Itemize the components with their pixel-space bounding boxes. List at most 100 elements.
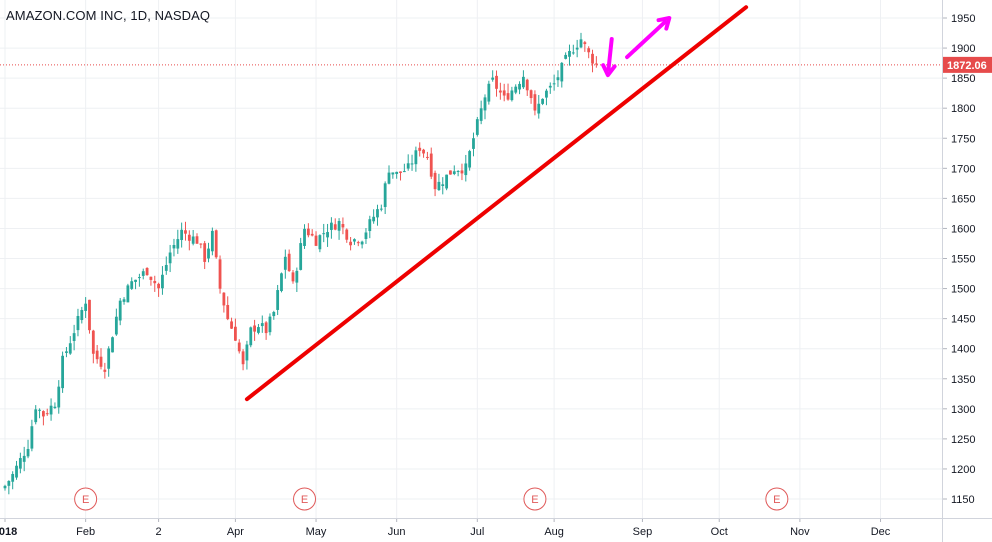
chart-title: AMAZON.COM INC, 1D, NASDAQ: [6, 8, 211, 23]
candle-body: [356, 242, 360, 244]
candle-body: [118, 300, 122, 321]
time-axis[interactable]: 2018 Feb 2 Apr May Jun Jul Aug Sep Oct Nov Dec: [0, 518, 992, 538]
candle-body: [180, 229, 184, 241]
candle-body: [22, 455, 26, 462]
earnings-marker-label: E: [82, 494, 89, 506]
candle-body: [272, 312, 276, 317]
candle-body: [287, 253, 291, 272]
candle-body: [114, 316, 118, 335]
price-axis[interactable]: 1150 1200 1250 1300 1350 1400 1450 1500 1550 1600…: [942, 0, 992, 542]
candle-body: [306, 228, 310, 236]
earnings-marker-circle[interactable]: [293, 487, 317, 511]
down-arrow-icon-head[interactable]: [601, 63, 617, 78]
candle-body: [341, 224, 345, 228]
candle-body: [226, 304, 230, 320]
earnings-marker-circle[interactable]: [74, 487, 98, 511]
candle-body: [38, 409, 41, 411]
candle-body: [145, 267, 149, 276]
candle-body: [234, 326, 237, 341]
candle-body: [164, 264, 168, 271]
candle-body: [449, 170, 452, 175]
candle-body: [564, 54, 568, 59]
price-tick-label: 1150: [951, 494, 975, 506]
price-tick-label: 1200: [951, 464, 975, 476]
candle-body: [80, 310, 84, 321]
candle-body: [34, 409, 38, 423]
drawings-layer[interactable]: [244, 5, 749, 402]
candle-body: [161, 274, 164, 289]
price-tick-label: 1500: [951, 284, 975, 296]
candle-body: [333, 224, 337, 230]
up-right-arrow-icon-head[interactable]: [656, 16, 672, 31]
time-tick-label: Oct: [711, 526, 728, 538]
price-tick-label: 1550: [951, 254, 975, 266]
candle-body: [214, 230, 218, 258]
candle-body: [65, 351, 68, 353]
candle-body: [134, 279, 137, 282]
up-right-arrow-icon-shaft[interactable]: [625, 20, 667, 60]
candle-body: [7, 480, 11, 486]
price-tick-label: 1900: [951, 43, 975, 55]
candle-body: [203, 243, 207, 262]
price-tick-label: 1950: [951, 13, 975, 25]
candle-body: [575, 47, 579, 50]
candle-body: [18, 458, 22, 469]
candle-body: [187, 234, 191, 241]
candle-body: [268, 316, 272, 333]
candle-body: [210, 230, 214, 252]
candle-body: [195, 236, 199, 244]
price-tick-label: 1700: [951, 163, 975, 175]
candle-body: [260, 323, 264, 327]
candle-body: [518, 83, 521, 90]
earnings-marker-label: E: [773, 494, 780, 506]
candle-body: [441, 184, 445, 187]
candle-body: [395, 171, 399, 174]
candle-body: [548, 85, 552, 88]
candle-body: [330, 222, 333, 230]
candle-body: [322, 233, 326, 235]
candle-body: [318, 235, 322, 250]
candle-body: [498, 90, 502, 93]
price-tick-label: 1450: [951, 314, 975, 326]
candle-body: [552, 83, 556, 85]
candle-body: [360, 241, 364, 245]
candle-body: [495, 75, 498, 89]
candle-body: [387, 172, 391, 184]
candle-body: [303, 228, 306, 246]
candle-body: [84, 303, 88, 311]
current-price-label: 1872.06: [947, 60, 987, 72]
candle-body: [218, 259, 222, 289]
candle-body: [537, 103, 541, 114]
candle-body: [230, 321, 233, 329]
candle-body: [556, 77, 560, 81]
candle-body: [479, 108, 483, 121]
time-tick-label: Sep: [633, 526, 653, 538]
candle-body: [122, 299, 126, 302]
candle-body: [199, 243, 203, 245]
candle-body: [249, 327, 253, 346]
candle-body: [45, 413, 49, 415]
time-tick-label: 2018: [0, 526, 17, 538]
candle-body: [376, 209, 379, 218]
earnings-marker-circle[interactable]: [765, 487, 789, 511]
candle-body: [452, 171, 456, 174]
time-tick-label: Aug: [544, 526, 564, 538]
candle-body: [372, 216, 376, 222]
support-trendline[interactable]: [244, 5, 749, 402]
candle-body: [241, 351, 245, 365]
down-arrow-icon-shaft[interactable]: [606, 37, 614, 72]
candle-body: [310, 233, 314, 236]
candle-body: [456, 170, 460, 172]
candle-body: [410, 163, 414, 165]
time-tick-label: Jun: [388, 526, 406, 538]
candle-body: [345, 229, 349, 240]
candle-body: [245, 344, 249, 361]
earnings-marker-circle[interactable]: [523, 487, 547, 511]
candle-body: [291, 272, 295, 282]
candle-body: [130, 281, 134, 289]
candle-body: [126, 285, 130, 303]
candle-body: [353, 239, 356, 242]
candle-body: [422, 149, 425, 154]
